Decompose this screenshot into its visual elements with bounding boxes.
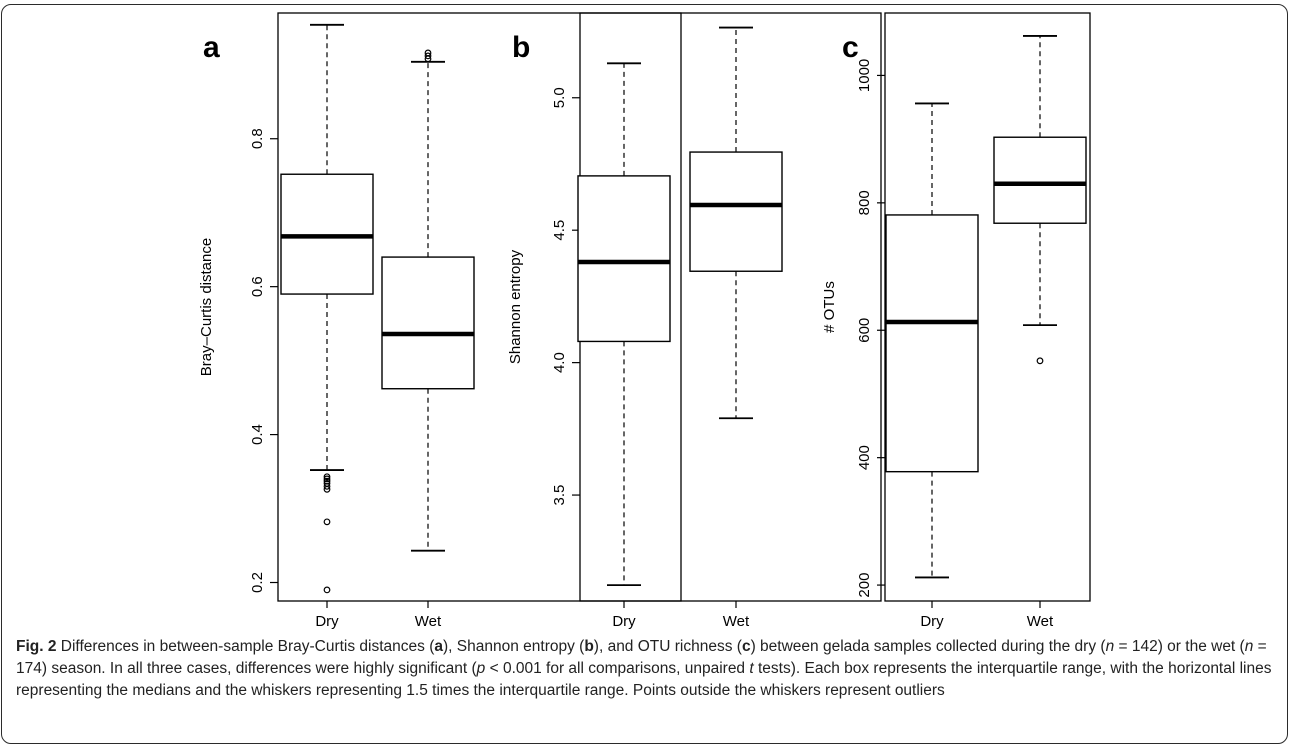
y-tick-label: 400 xyxy=(856,445,873,470)
caption-ref-a: a xyxy=(434,638,444,655)
y-tick-label: 3.5 xyxy=(551,485,568,506)
box-dry xyxy=(577,62,671,587)
y-tick-label: 1000 xyxy=(856,59,873,92)
iqr-box xyxy=(689,151,783,272)
outlier-point xyxy=(424,49,432,57)
y-tick-label: 0.6 xyxy=(249,276,266,297)
y-axis-label: # OTUs xyxy=(821,281,838,333)
caption-text-5: = 142) or the wet ( xyxy=(1114,638,1245,655)
y-tick-label: 0.4 xyxy=(249,424,266,445)
panel-b: b 3.5 4.0 4.5 5.0 Shannon entropy Dry Wet xyxy=(507,12,882,630)
outlier-point xyxy=(323,586,331,594)
y-tick-label: 600 xyxy=(856,318,873,343)
caption-fig-label: Fig. 2 xyxy=(16,638,57,655)
outlier-point xyxy=(424,52,432,60)
caption-ref-b: b xyxy=(584,638,594,655)
figure-frame xyxy=(1,4,1288,744)
caption-n-wet: n xyxy=(1244,638,1254,655)
caption-text-3: ), and OTU richness ( xyxy=(593,638,742,655)
caption-text-8: tests). Each box represents the interqua… xyxy=(16,660,1272,699)
x-tick-label: Wet xyxy=(1027,613,1054,630)
y-axis-label: Shannon entropy xyxy=(507,249,524,364)
caption-text-7: < 0.001 for all comparisons, unpaired xyxy=(485,660,750,677)
caption-ref-c: c xyxy=(741,638,751,655)
y-tick-label: 4.0 xyxy=(551,352,568,373)
x-tick-label: Wet xyxy=(415,613,442,630)
outlier-point xyxy=(323,518,331,526)
box-wet xyxy=(993,35,1087,365)
caption-text-4: ) between gelada samples collected durin… xyxy=(750,638,1106,655)
y-axis-label: Bray–Curtis distance xyxy=(198,238,215,376)
caption-t: t xyxy=(749,660,754,677)
iqr-box xyxy=(577,175,671,343)
panel-label: c xyxy=(842,31,859,64)
x-tick-label: Dry xyxy=(612,613,636,630)
outlier-point xyxy=(323,475,331,483)
y-tick-label: 4.5 xyxy=(551,220,568,241)
caption-text-1: Differences in between-sample Bray-Curti… xyxy=(56,638,435,655)
iqr-box xyxy=(381,256,475,390)
iqr-box xyxy=(885,214,979,473)
outlier-point xyxy=(323,482,331,490)
box-dry xyxy=(885,102,979,579)
box-wet xyxy=(689,26,783,420)
outlier-point xyxy=(323,473,331,481)
y-tick-label: 0.2 xyxy=(249,572,266,593)
plot-frame xyxy=(884,12,1091,602)
figure-caption: Fig. 2 Differences in between-sample Bra… xyxy=(16,636,1278,702)
plot-frame xyxy=(277,12,682,602)
x-tick-label: Dry xyxy=(315,613,339,630)
y-tick-label: 0.8 xyxy=(249,128,266,149)
y-tick-label: 200 xyxy=(856,573,873,598)
caption-text-6: = 174) season. In all three cases, diffe… xyxy=(16,638,1267,677)
outlier-point xyxy=(1036,357,1044,365)
caption-p: p xyxy=(476,660,486,677)
x-tick-label: Dry xyxy=(920,613,944,630)
x-tick-label: Wet xyxy=(723,613,750,630)
caption-text-2: ), Shannon entropy ( xyxy=(443,638,585,655)
box-dry xyxy=(280,23,374,594)
panel-label: a xyxy=(203,31,220,64)
y-tick-label: 5.0 xyxy=(551,87,568,108)
box-wet xyxy=(381,49,475,552)
panel-label: b xyxy=(512,31,530,64)
panel-c: c 200 400 600 800 1000 # OTUs Dry Wet xyxy=(821,12,1091,630)
iqr-box xyxy=(993,136,1087,224)
outlier-point xyxy=(323,485,331,493)
y-tick-label: 800 xyxy=(856,190,873,215)
caption-n-dry: n xyxy=(1105,638,1115,655)
panel-a: a 0.2 0.4 0.6 0.8 Bray–Curtis distance Dry Wet xyxy=(198,12,682,630)
